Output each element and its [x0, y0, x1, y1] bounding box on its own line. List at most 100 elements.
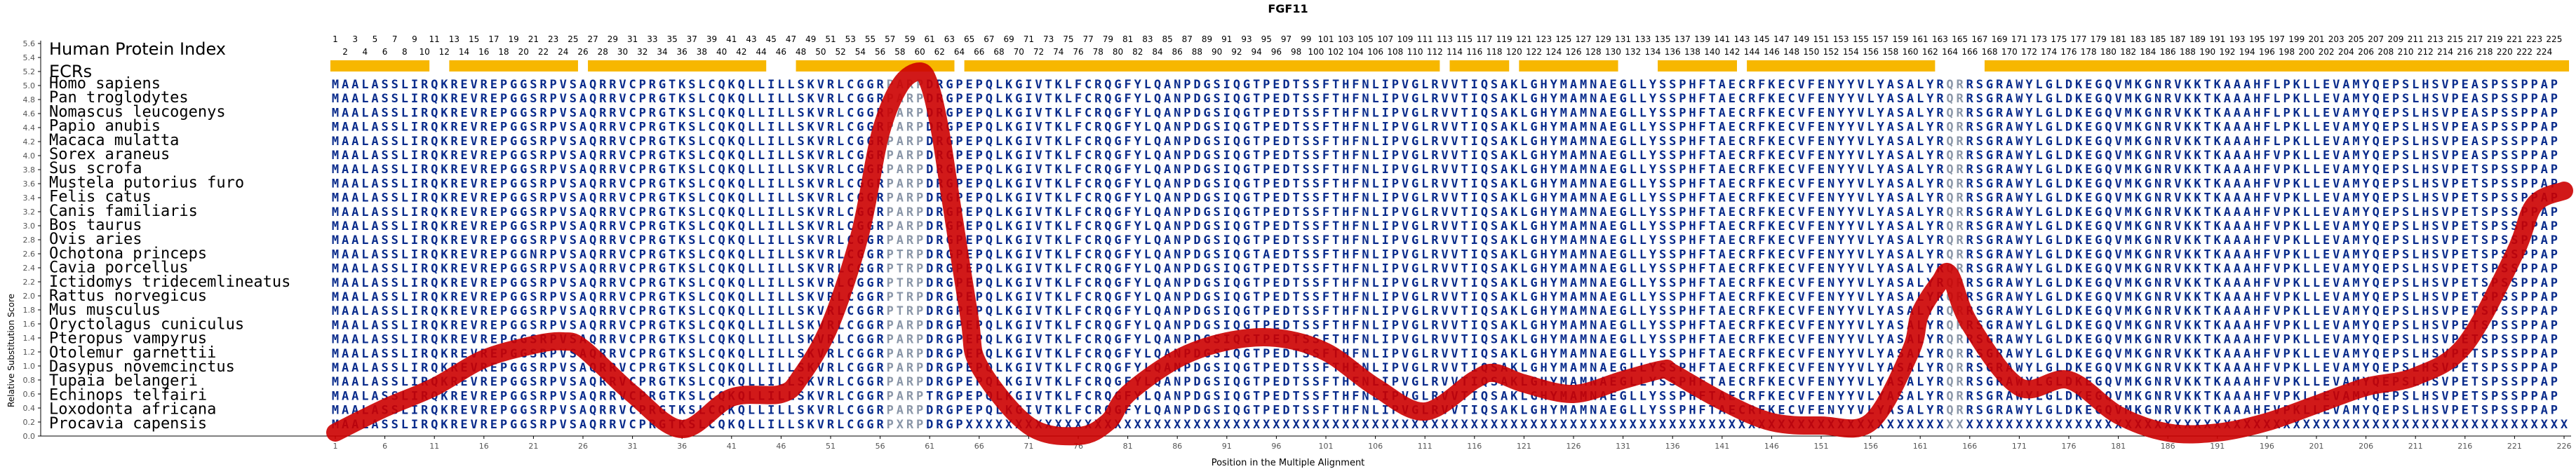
index-label: 47	[786, 34, 796, 44]
index-label: 225	[2546, 34, 2562, 44]
species-label: Rattus norvegicus	[49, 287, 207, 305]
index-label: 41	[726, 34, 737, 44]
index-label: 161	[1912, 34, 1928, 44]
y-tick-label: 1.6	[23, 320, 36, 329]
index-label: 30	[617, 47, 628, 57]
species-label: Mustela putorius furo	[49, 174, 244, 191]
index-label: 60	[914, 47, 925, 57]
index-label: 110	[1407, 47, 1423, 57]
y-tick-label: 3.4	[23, 193, 36, 203]
index-label: 220	[2497, 47, 2513, 57]
index-label: 100	[1308, 47, 1324, 57]
index-label: 217	[2467, 34, 2483, 44]
species-label: Loxodonta africana	[49, 401, 216, 419]
y-tick-label: 4.2	[23, 137, 36, 147]
species-label: Echinops telfairi	[49, 386, 207, 404]
index-label: 38	[697, 47, 707, 57]
x-tick-label: 211	[2408, 442, 2423, 451]
index-label: 204	[2338, 47, 2354, 57]
index-label: 202	[2319, 47, 2335, 57]
index-label: 203	[2328, 34, 2344, 44]
index-label: 136	[1665, 47, 1681, 57]
index-label: 176	[2061, 47, 2077, 57]
x-tick-label: 46	[776, 442, 786, 451]
y-tick-label: 5.0	[23, 81, 36, 90]
index-label: 75	[1063, 34, 1073, 44]
index-label: 212	[2417, 47, 2434, 57]
index-label: 163	[1932, 34, 1948, 44]
index-label: 148	[1783, 47, 1799, 57]
y-tick-label: 0.0	[23, 432, 36, 441]
x-tick-label: 1	[333, 442, 338, 451]
x-tick-label: 181	[2111, 442, 2126, 451]
x-tick-label: 156	[1863, 442, 1878, 451]
index-label: 187	[2170, 34, 2186, 44]
index-label: 105	[1357, 34, 1374, 44]
substitution-curve	[326, 62, 2573, 446]
index-label: 69	[1004, 34, 1014, 44]
y-tick-label: 4.4	[23, 123, 36, 132]
x-tick-label: 101	[1319, 442, 1334, 451]
x-tick-label: 186	[2161, 442, 2175, 451]
index-label: 86	[1172, 47, 1183, 57]
index-label: 72	[1033, 47, 1044, 57]
index-label: 96	[1271, 47, 1282, 57]
index-label: 194	[2239, 47, 2255, 57]
y-tick-label: 1.0	[23, 362, 36, 371]
x-tick-label: 81	[1123, 442, 1133, 451]
index-label: 102	[1328, 47, 1344, 57]
x-tick-label: 71	[1024, 442, 1033, 451]
ecr-segment	[1984, 60, 2570, 72]
index-label: 120	[1506, 47, 1522, 57]
index-label: 143	[1734, 34, 1750, 44]
index-label: 95	[1261, 34, 1272, 44]
ecr-segment	[1747, 60, 1936, 72]
index-label: 167	[1971, 34, 1987, 44]
index-label: 128	[1585, 47, 1602, 57]
index-label: 131	[1615, 34, 1631, 44]
index-label: 190	[2199, 47, 2215, 57]
index-label: 13	[449, 34, 459, 44]
index-label: 137	[1675, 34, 1691, 44]
index-label: 48	[796, 47, 806, 57]
index-label: 8	[402, 47, 408, 57]
index-label: 135	[1655, 34, 1671, 44]
x-tick-label: 196	[2260, 442, 2274, 451]
y-tick-label: 2.0	[23, 292, 36, 301]
index-label: 98	[1291, 47, 1301, 57]
species-label: Procavia capensis	[49, 415, 207, 433]
x-tick-label: 91	[1222, 442, 1232, 451]
x-tick-label: 201	[2309, 442, 2324, 451]
x-tick-label: 6	[382, 442, 387, 451]
index-label: 92	[1231, 47, 1242, 57]
species-label: Mus musculus	[49, 301, 161, 319]
index-label: 222	[2516, 47, 2533, 57]
y-tick-label: 2.2	[23, 278, 36, 287]
index-label: 78	[1093, 47, 1103, 57]
index-label: 208	[2377, 47, 2394, 57]
index-label: 154	[1843, 47, 1859, 57]
index-label: 70	[1014, 47, 1024, 57]
index-label: 94	[1252, 47, 1262, 57]
index-label: 10	[419, 47, 429, 57]
y-tick-label: 0.8	[23, 376, 36, 385]
index-label: 139	[1694, 34, 1710, 44]
species-label: Cavia porcellus	[49, 259, 189, 277]
index-label: 130	[1605, 47, 1621, 57]
y-axis: 0.0 0.2 0.4 0.6 0.8 1.0 1.2 1.4 1.6 1.8 2.0 2.2 2.4 2…	[23, 39, 41, 441]
species-label: Tupaia belangeri	[49, 372, 198, 390]
index-label: 67	[984, 34, 994, 44]
index-label: 113	[1437, 34, 1453, 44]
index-label: 26	[577, 47, 588, 57]
y-axis-label: Relative Substitution Score	[6, 294, 16, 407]
index-label: 123	[1536, 34, 1552, 44]
index-label: 134	[1645, 47, 1661, 57]
index-label: 174	[2041, 47, 2057, 57]
index-label: 111	[1417, 34, 1433, 44]
